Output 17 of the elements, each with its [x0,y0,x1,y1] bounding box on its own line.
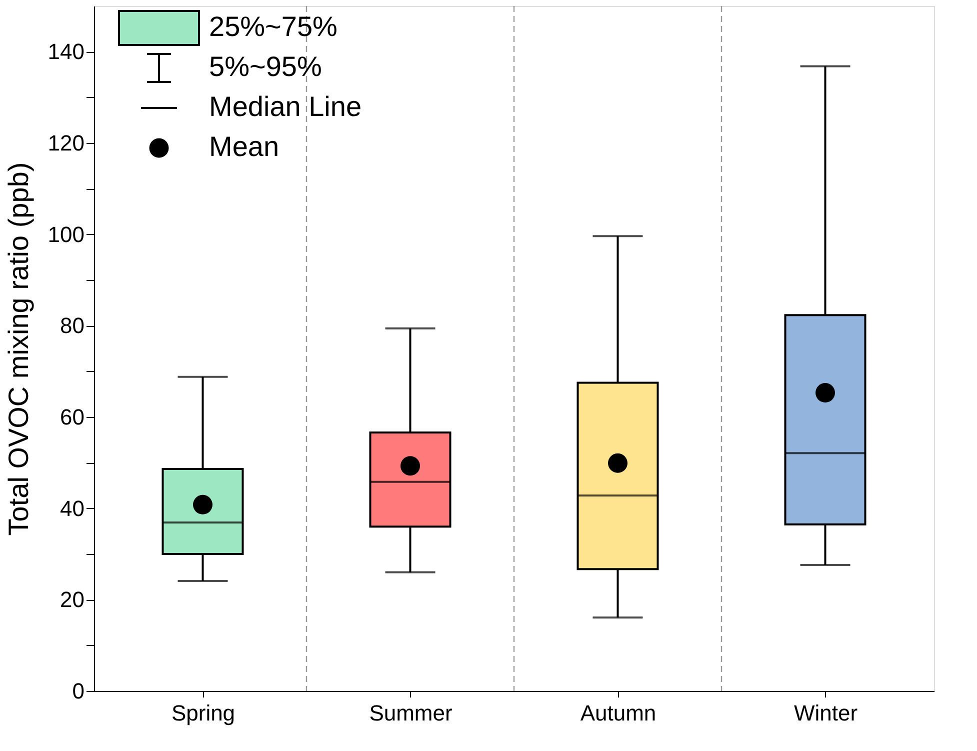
y-tick-label: 0 [72,678,84,704]
y-axis-title: Total OVOC mixing ratio (ppb) [2,162,34,536]
y-tick-label: 100 [48,222,84,247]
x-tick-label: Summer [369,700,452,726]
annotation: 5%~95% [209,51,322,82]
annotation: Median Line [209,91,362,122]
y-tick-label: 140 [48,39,84,64]
x-tick-label: Spring [171,700,236,726]
y-tick-label: 60 [60,404,84,430]
x-tick-label: Autumn [580,700,656,726]
y-tick-label: 20 [60,587,84,612]
annotation: 25%~75% [209,11,338,42]
y-tick-label: 40 [60,496,84,521]
annotation: Mean [209,131,280,162]
y-tick-label: 80 [60,313,84,338]
x-tick-label: Winter [794,700,858,726]
y-tick-label: 120 [48,130,84,156]
